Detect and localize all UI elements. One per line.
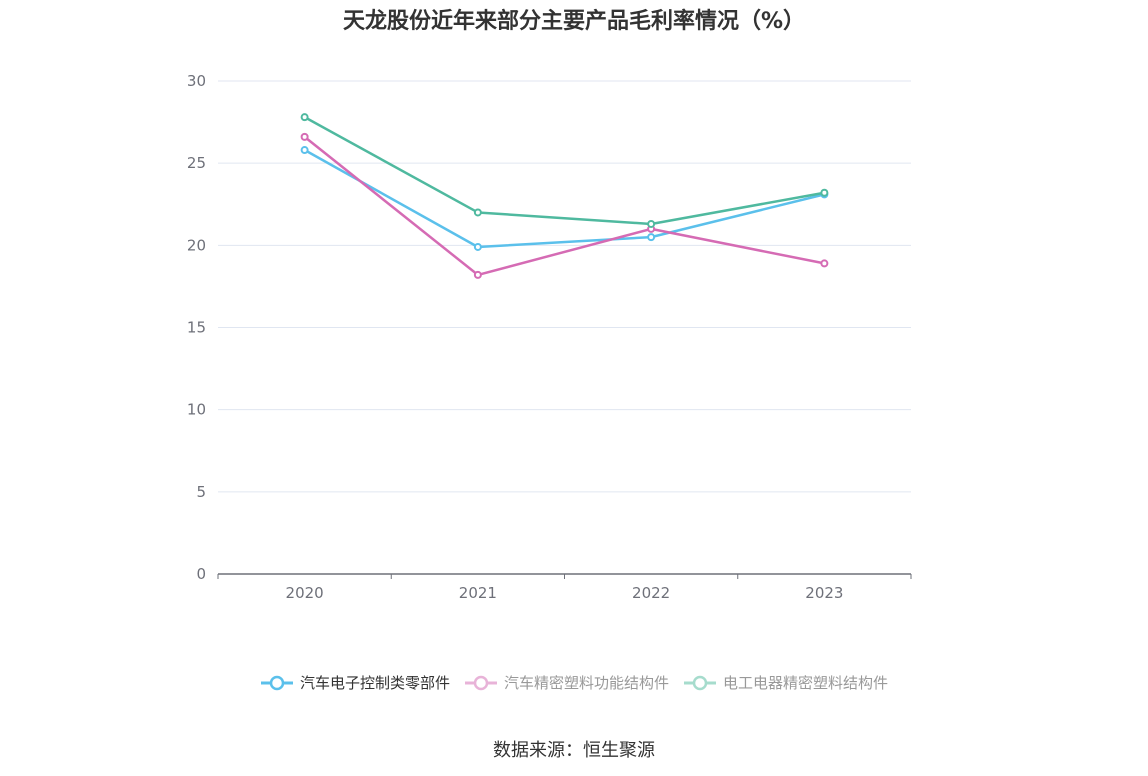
data-point bbox=[473, 242, 482, 251]
series-line-1 bbox=[304, 148, 825, 249]
data-point bbox=[473, 270, 482, 279]
data-point bbox=[820, 259, 829, 268]
chart-title: 天龙股份近年来部分主要产品毛利率情况（%） bbox=[342, 9, 806, 34]
y-tick-label: 25 bbox=[187, 154, 206, 172]
x-tick-label: 2020 bbox=[286, 584, 324, 602]
y-tick-label: 20 bbox=[187, 236, 206, 254]
y-tick-label: 10 bbox=[187, 401, 206, 419]
y-tick-label: 30 bbox=[187, 72, 206, 90]
x-tick-label: 2021 bbox=[459, 584, 497, 602]
y-tick-label: 0 bbox=[196, 565, 206, 583]
series-line-3 bbox=[304, 116, 825, 226]
y-tick-label: 15 bbox=[187, 319, 206, 337]
x-tick-label: 2023 bbox=[805, 584, 843, 602]
data-point bbox=[647, 219, 656, 228]
data-point bbox=[300, 113, 309, 122]
legend-item-2[interactable]: 汽车精密塑料功能结构件 bbox=[464, 672, 669, 693]
x-tick-label: 2022 bbox=[632, 584, 670, 602]
legend-item-3[interactable]: 电工电器精密塑料结构件 bbox=[683, 672, 888, 693]
legend-label: 汽车精密塑料功能结构件 bbox=[503, 674, 669, 692]
chart-legend: 汽车电子控制类零部件 汽车精密塑料功能结构件 电工电器精密塑料结构件 bbox=[0, 672, 1148, 693]
line-chart: 0 5 10 15 20 25 30 2020 2021 2022 2023 bbox=[187, 72, 912, 602]
series-line-2 bbox=[303, 135, 825, 277]
data-point bbox=[300, 146, 309, 155]
legend-label: 汽车电子控制类零部件 bbox=[299, 674, 450, 692]
data-point bbox=[473, 208, 482, 217]
legend-label: 电工电器精密塑料结构件 bbox=[723, 674, 889, 692]
data-point bbox=[300, 132, 309, 141]
data-point bbox=[820, 188, 829, 197]
legend-marker-icon bbox=[260, 675, 293, 690]
legend-marker-icon bbox=[464, 675, 497, 690]
data-source-note: 数据来源：恒生聚源 bbox=[493, 740, 655, 761]
data-point bbox=[647, 233, 656, 242]
y-tick-label: 5 bbox=[196, 483, 206, 501]
legend-marker-icon bbox=[684, 675, 716, 690]
legend-item-1[interactable]: 汽车电子控制类零部件 bbox=[260, 672, 450, 693]
